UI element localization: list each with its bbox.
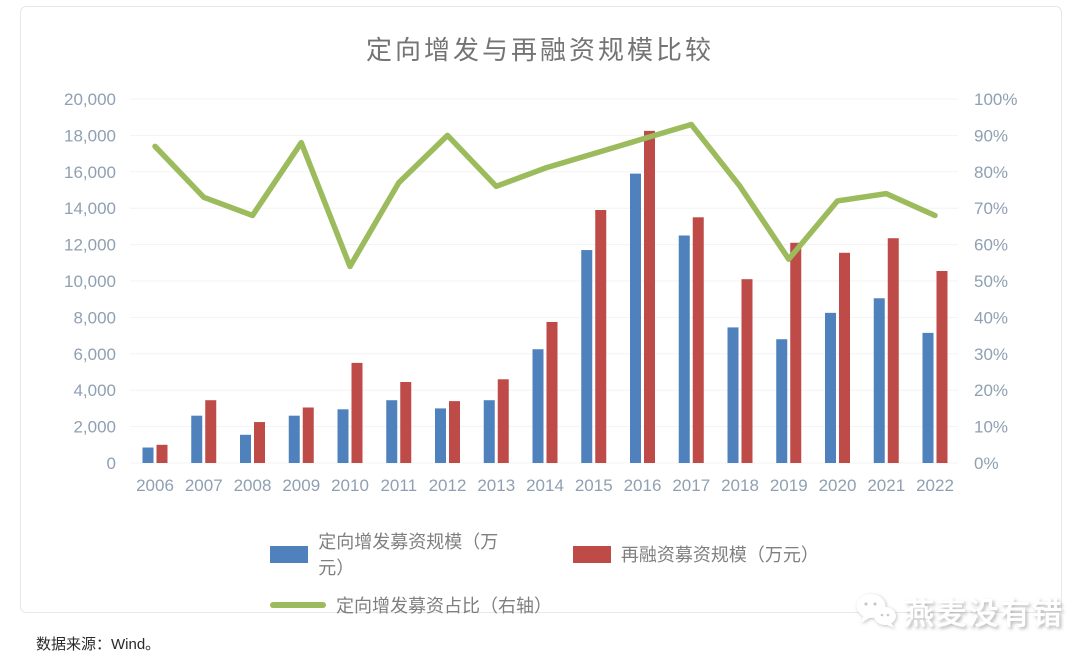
x-axis-tick-label: 2019 [770, 476, 808, 495]
bar-red-2009 [302, 407, 314, 463]
bar-blue-2011 [386, 400, 398, 463]
legend-label-refinancing: 再融资募资规模（万元） [620, 545, 819, 565]
right-axis-tick-label: 90% [974, 126, 1008, 145]
left-axis-tick-label: 0 [107, 454, 116, 473]
x-axis-tick-label: 2010 [331, 476, 369, 495]
x-axis-tick-label: 2018 [721, 476, 759, 495]
x-axis-tick-label: 2015 [575, 476, 613, 495]
legend-row-1: 定向增发募资规模（万元） 再融资募资规模（万元） [270, 528, 819, 580]
left-axis-tick-label: 4,000 [73, 381, 116, 400]
x-axis-tick-label: 2017 [672, 476, 710, 495]
right-axis-tick-label: 10% [974, 418, 1008, 437]
x-axis-tick-label: 2006 [136, 476, 174, 495]
blue-bar-swatch-icon [270, 545, 309, 563]
bar-red-2008 [254, 422, 265, 463]
x-axis-tick-label: 2011 [380, 476, 417, 495]
bar-blue-2014 [532, 349, 544, 463]
legend-label-private-placement: 定向增发募资规模（万元） [318, 532, 499, 578]
ratio-line [152, 121, 938, 270]
right-axis-tick-label: 40% [974, 308, 1008, 327]
bar-blue-2008 [240, 434, 251, 463]
bar-blue-2012 [435, 408, 446, 463]
left-axis-tick-label: 10,000 [64, 272, 116, 291]
bar-blue-2022 [922, 332, 934, 463]
left-axis-tick-label: 20,000 [64, 90, 116, 109]
x-axis-tick-label: 2007 [185, 476, 223, 495]
bar-blue-2015 [581, 250, 593, 463]
x-axis-tick-label: 2016 [624, 476, 662, 495]
bar-blue-2006 [142, 447, 154, 463]
chart-legend: 定向增发募资规模（万元） 再融资募资规模（万元） 定向增发募资占比（右轴） [270, 528, 819, 618]
left-axis-tick-label: 8,000 [73, 308, 116, 327]
right-axis-tick-label: 60% [974, 236, 1008, 255]
right-axis-tick-label: 100% [974, 90, 1017, 109]
bar-blue-2009 [288, 415, 300, 463]
bar-red-2011 [400, 382, 412, 463]
bar-red-2019 [790, 242, 802, 463]
right-axis-tick-label: 0% [974, 454, 999, 473]
legend-item-refinancing: 再融资募资规模（万元） [572, 541, 819, 567]
left-axis-tick-label: 16,000 [64, 163, 116, 182]
bar-blue-2017 [678, 235, 690, 463]
watermark-text: 燕麦没有错 [904, 598, 1064, 631]
bar-blue-2020 [825, 312, 836, 463]
green-line-swatch-icon [270, 602, 326, 608]
right-axis-tick-label: 80% [974, 163, 1008, 182]
legend-item-ratio: 定向增发募资占比（右轴） [270, 592, 552, 618]
right-axis-tick-label: 50% [974, 272, 1008, 291]
bar-blue-2010 [337, 409, 349, 463]
bar-red-2017 [692, 217, 704, 463]
x-axis-tick-label: 2013 [477, 476, 515, 495]
x-axis-tick-label: 2021 [867, 476, 905, 495]
bar-red-2006 [156, 444, 168, 463]
bar-red-2010 [351, 362, 363, 463]
x-axis-tick-label: 2009 [282, 476, 320, 495]
wechat-icon [856, 594, 896, 629]
chart-title: 定向增发与再融资规模比较 [365, 35, 714, 65]
bar-red-2018 [741, 279, 753, 463]
bar-red-2015 [595, 210, 607, 463]
bar-blue-2016 [630, 173, 641, 463]
x-axis-tick-label: 2014 [526, 476, 564, 495]
legend-item-private-placement: 定向增发募资规模（万元） [270, 528, 525, 580]
left-axis-tick-label: 6,000 [73, 345, 116, 364]
bar-red-2013 [497, 379, 509, 463]
bar-blue-2018 [727, 327, 739, 463]
bar-red-2016 [644, 130, 655, 463]
left-axis-tick-label: 18,000 [64, 126, 116, 145]
bar-blue-2019 [776, 339, 788, 463]
x-axis-tick-label: 2012 [429, 476, 467, 495]
bar-blue-2007 [191, 415, 203, 463]
right-axis-tick-label: 30% [974, 345, 1008, 364]
right-axis-tick-label: 70% [974, 199, 1008, 218]
bar-red-2012 [449, 401, 460, 463]
bar-red-2020 [839, 252, 850, 463]
x-axis-tick-label: 2020 [819, 476, 857, 495]
bar-blue-2013 [483, 400, 495, 463]
bar-red-2022 [936, 270, 948, 463]
legend-row-2: 定向增发募资占比（右轴） [270, 592, 810, 618]
watermark: 燕麦没有错 [854, 589, 1064, 633]
left-axis-tick-label: 2,000 [73, 418, 116, 437]
left-axis-tick-label: 14,000 [64, 199, 116, 218]
bar-red-2014 [546, 321, 558, 463]
legend-label-ratio: 定向增发募资占比（右轴） [336, 596, 552, 616]
bar-blue-2021 [873, 298, 885, 463]
data-source-note: 数据来源：Wind。 [36, 636, 161, 653]
x-axis-tick-label: 2022 [916, 476, 954, 495]
right-axis-tick-label: 20% [974, 381, 1008, 400]
left-axis-tick-label: 12,000 [64, 236, 116, 255]
bar-red-2021 [887, 238, 899, 463]
x-axis-tick-label: 2008 [234, 476, 272, 495]
bar-red-2007 [205, 400, 217, 463]
red-bar-swatch-icon [572, 545, 611, 563]
